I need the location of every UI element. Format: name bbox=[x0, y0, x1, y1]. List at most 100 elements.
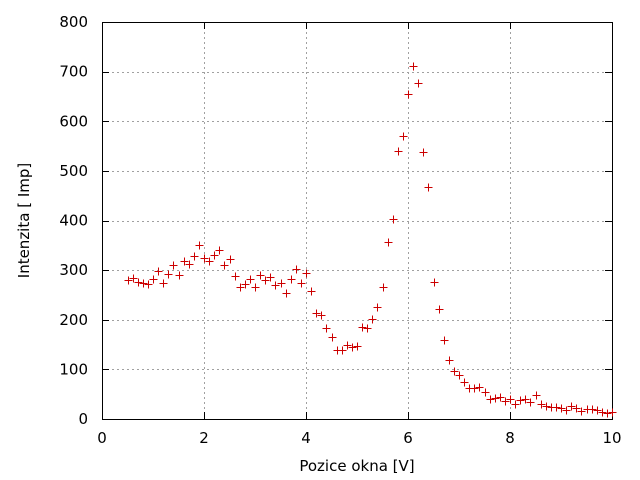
data-point bbox=[139, 279, 148, 288]
data-point bbox=[180, 257, 189, 266]
data-point bbox=[562, 406, 571, 415]
data-point bbox=[144, 280, 153, 289]
data-point bbox=[475, 383, 484, 392]
data-point bbox=[261, 276, 270, 285]
x-tick-labels: 0 2 4 6 8 10 bbox=[97, 429, 621, 447]
data-point bbox=[496, 393, 505, 402]
data-point bbox=[414, 79, 423, 88]
tick-marks bbox=[102, 22, 613, 420]
y-tick-label: 700 bbox=[59, 63, 88, 81]
data-point bbox=[169, 261, 178, 270]
data-point bbox=[246, 275, 255, 284]
data-point bbox=[220, 261, 229, 270]
data-point bbox=[501, 397, 510, 406]
data-point bbox=[297, 279, 306, 288]
data-point bbox=[368, 315, 377, 324]
y-tick-label: 100 bbox=[59, 360, 88, 378]
data-point bbox=[521, 395, 530, 404]
data-point bbox=[394, 147, 403, 156]
data-point bbox=[271, 281, 280, 290]
y-tick-label: 800 bbox=[59, 13, 88, 31]
data-point bbox=[598, 408, 607, 417]
data-point bbox=[164, 270, 173, 279]
data-point bbox=[608, 408, 617, 417]
data-point bbox=[195, 241, 204, 250]
grid bbox=[102, 22, 612, 419]
data-point bbox=[190, 252, 199, 261]
y-tick-label: 500 bbox=[59, 162, 88, 180]
data-point bbox=[205, 257, 214, 266]
data-point bbox=[236, 283, 245, 292]
y-tick-label: 300 bbox=[59, 261, 88, 279]
data-point bbox=[572, 404, 581, 413]
data-point bbox=[215, 246, 224, 255]
data-point bbox=[445, 356, 454, 365]
data-point bbox=[552, 403, 561, 412]
y-tick-labels: 0 100 200 300 400 500 600 700 800 bbox=[59, 13, 88, 428]
data-point bbox=[154, 267, 163, 276]
x-tick-label: 4 bbox=[301, 429, 311, 447]
data-point bbox=[266, 273, 275, 282]
data-point bbox=[516, 396, 525, 405]
data-point bbox=[430, 278, 439, 287]
data-point bbox=[577, 407, 586, 416]
data-point bbox=[302, 269, 311, 278]
data-point bbox=[373, 303, 382, 312]
data-point bbox=[511, 400, 520, 409]
data-point bbox=[185, 260, 194, 269]
data-point bbox=[226, 255, 235, 264]
data-point bbox=[542, 402, 551, 411]
data-point bbox=[567, 402, 576, 411]
data-point bbox=[124, 276, 133, 285]
data-point bbox=[343, 341, 352, 350]
data-point bbox=[603, 409, 612, 418]
data-point bbox=[363, 324, 372, 333]
data-point bbox=[159, 279, 168, 288]
y-tick-label: 400 bbox=[59, 212, 88, 230]
data-point bbox=[593, 406, 602, 415]
data-point bbox=[491, 394, 500, 403]
data-point bbox=[532, 391, 541, 400]
data-point bbox=[256, 271, 265, 280]
data-point bbox=[409, 62, 418, 71]
data-point bbox=[210, 251, 219, 260]
x-tick-label: 6 bbox=[403, 429, 413, 447]
data-point bbox=[537, 400, 546, 409]
y-tick-label: 200 bbox=[59, 311, 88, 329]
data-point bbox=[292, 265, 301, 274]
data-point bbox=[435, 305, 444, 314]
data-point bbox=[399, 132, 408, 141]
x-tick-label: 0 bbox=[97, 429, 107, 447]
data-point bbox=[322, 324, 331, 333]
data-points bbox=[124, 62, 617, 418]
data-point bbox=[312, 309, 321, 318]
data-point bbox=[328, 333, 337, 342]
data-point bbox=[231, 272, 240, 281]
data-point bbox=[526, 398, 535, 407]
data-point bbox=[287, 275, 296, 284]
data-point bbox=[557, 404, 566, 413]
data-point bbox=[129, 274, 138, 283]
data-point bbox=[149, 275, 158, 284]
plot-frame bbox=[102, 22, 613, 420]
data-point bbox=[455, 371, 464, 380]
data-point bbox=[379, 283, 388, 292]
data-point bbox=[353, 342, 362, 351]
data-point bbox=[460, 378, 469, 387]
data-point bbox=[450, 367, 459, 376]
data-point bbox=[307, 287, 316, 296]
x-tick-label: 2 bbox=[199, 429, 209, 447]
data-point bbox=[175, 271, 184, 280]
data-point bbox=[486, 395, 495, 404]
data-point bbox=[384, 238, 393, 247]
data-point bbox=[251, 283, 260, 292]
data-point bbox=[134, 278, 143, 287]
data-point bbox=[348, 343, 357, 352]
data-point bbox=[470, 384, 479, 393]
data-point bbox=[440, 336, 449, 345]
data-point bbox=[358, 323, 367, 332]
x-axis-title: Pozice okna [V] bbox=[299, 457, 414, 475]
y-tick-label: 0 bbox=[78, 410, 88, 428]
x-tick-label: 10 bbox=[602, 429, 621, 447]
